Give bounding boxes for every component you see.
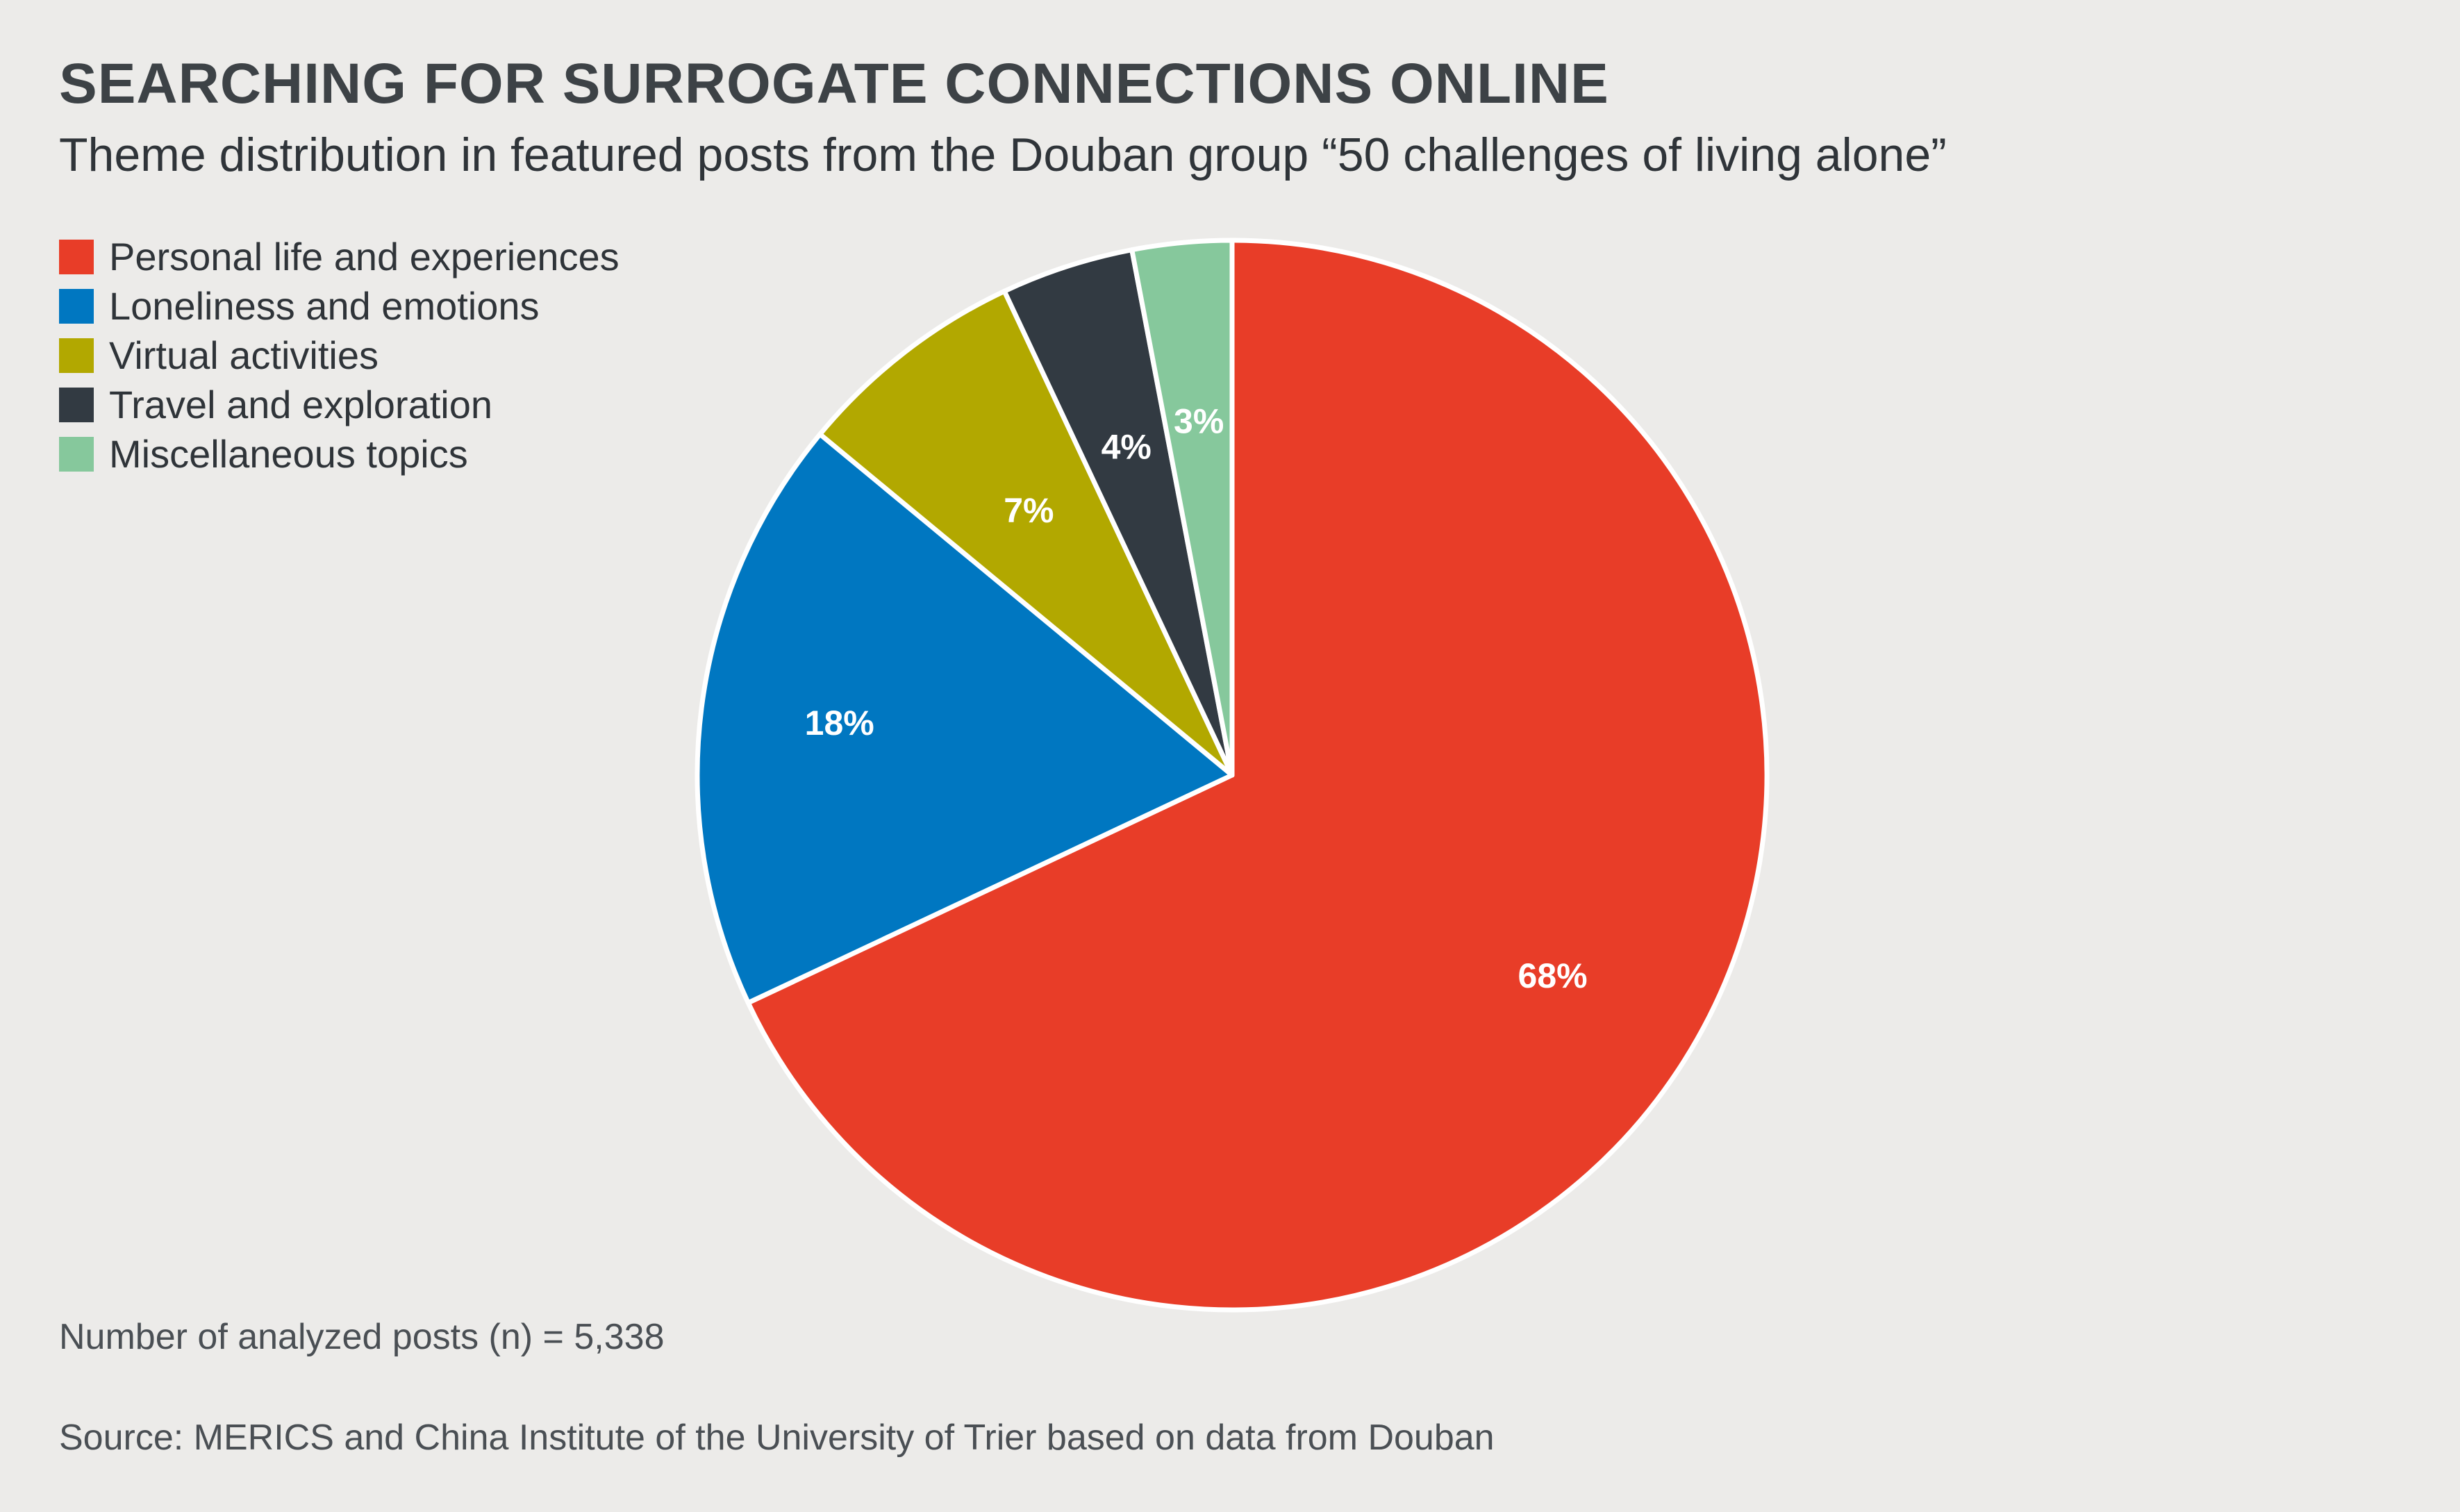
legend-swatch-personal-life bbox=[59, 239, 94, 274]
pie-slice-miscellaneous bbox=[1129, 238, 1235, 778]
legend-swatch-miscellaneous bbox=[59, 436, 94, 472]
legend-item-miscellaneous: Miscellaneous topics bbox=[59, 429, 620, 479]
slice-value-label: 4% bbox=[1102, 428, 1152, 467]
legend-item-personal-life: Personal life and experiences bbox=[59, 232, 620, 281]
legend-label: Miscellaneous topics bbox=[109, 432, 468, 476]
chart-title: SEARCHING FOR SURROGATE CONNECTIONS ONLI… bbox=[59, 52, 1609, 115]
sample-size-note: Number of analyzed posts (n) = 5,338 bbox=[59, 1317, 665, 1357]
chart-subtitle: Theme distribution in featured posts fro… bbox=[59, 128, 1947, 181]
legend-label: Personal life and experiences bbox=[109, 235, 620, 279]
legend-swatch-loneliness bbox=[59, 288, 94, 324]
legend-label: Virtual activities bbox=[109, 333, 379, 377]
legend: Personal life and experiences Loneliness… bbox=[59, 232, 620, 479]
pie-slice-travel bbox=[1002, 247, 1235, 778]
legend-swatch-travel bbox=[59, 387, 94, 422]
legend-label: Travel and exploration bbox=[109, 383, 493, 426]
legend-item-travel: Travel and exploration bbox=[59, 380, 620, 429]
slice-value-label: 68% bbox=[1518, 956, 1588, 995]
slice-value-label: 3% bbox=[1174, 401, 1224, 440]
legend-label: Loneliness and emotions bbox=[109, 284, 540, 328]
pie-slice-virtual bbox=[817, 288, 1235, 778]
pie-slice-loneliness bbox=[695, 431, 1235, 1006]
legend-item-virtual-activities: Virtual activities bbox=[59, 331, 620, 380]
slice-value-label: 18% bbox=[805, 704, 874, 742]
legend-swatch-virtual-activities bbox=[59, 338, 94, 373]
pie-slice-personal bbox=[745, 238, 1770, 1313]
slice-value-label: 7% bbox=[1004, 491, 1054, 530]
legend-item-loneliness: Loneliness and emotions bbox=[59, 281, 620, 331]
source-note: Source: MERICS and China Institute of th… bbox=[59, 1418, 1495, 1458]
